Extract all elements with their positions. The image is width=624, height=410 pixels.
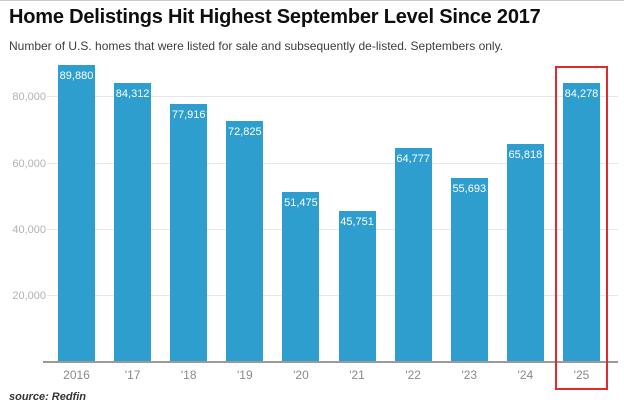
bar-2016: 89,880 xyxy=(58,64,95,362)
bar-value-label: 51,475 xyxy=(284,196,318,209)
chart-subtitle: Number of U.S. homes that were listed fo… xyxy=(9,39,504,53)
gridline-20000 xyxy=(47,294,618,296)
source-note: source: Redfin xyxy=(9,391,87,403)
bar-value-label: 89,880 xyxy=(59,69,94,82)
bar-22: 64,777 xyxy=(394,147,432,362)
x-tick-label-21: '21 xyxy=(349,368,365,382)
bar-23: 55,693 xyxy=(450,177,488,362)
x-tick-label-23: '23 xyxy=(461,368,478,382)
y-tick-label: 60,000 xyxy=(12,157,46,170)
bar-value-label: 55,693 xyxy=(452,182,487,195)
gridline-80000 xyxy=(47,96,618,98)
x-tick-label-24: '24 xyxy=(517,368,534,382)
x-tick-label-20: '20 xyxy=(293,368,309,382)
bar-19: 72,825 xyxy=(226,121,264,362)
gridline-40000 xyxy=(47,228,618,230)
x-tick-label-2016: 2016 xyxy=(63,368,90,382)
x-axis: 2016 '17 '18 '19 '20 '21 '22 '23 '24 '25 xyxy=(58,368,600,382)
bar-value-label: 45,751 xyxy=(340,215,374,228)
bar-value-label: 84,312 xyxy=(115,88,150,101)
x-axis-line xyxy=(43,361,618,363)
bar-18: 77,916 xyxy=(170,104,208,362)
x-tick-label-19: '19 xyxy=(237,368,253,382)
gridlines-layer xyxy=(47,61,618,362)
bar-24: 65,818 xyxy=(506,144,544,362)
bar-value-label: 84,278 xyxy=(564,88,599,101)
x-tick-label-17: '17 xyxy=(124,368,141,382)
y-tick-label: 80,000 xyxy=(12,91,46,104)
x-tick-label-22: '22 xyxy=(405,368,421,382)
bar-value-label: 77,916 xyxy=(171,109,206,122)
x-tick-label-18: '18 xyxy=(180,368,197,382)
bar-value-label: 72,825 xyxy=(228,126,262,139)
bar-value-label: 64,777 xyxy=(396,152,430,165)
bar-20: 51,475 xyxy=(282,191,320,362)
gridline-60000 xyxy=(47,162,618,164)
y-tick-label: 20,000 xyxy=(12,289,46,302)
bar-value-label: 65,818 xyxy=(508,149,543,162)
y-tick-label: 40,000 xyxy=(12,223,46,236)
x-tick-label-25: '25 xyxy=(573,368,590,382)
chart-title: Home Delistings Hit Highest September Le… xyxy=(9,6,541,28)
bar-17: 84,312 xyxy=(114,83,152,362)
plot-area: 89,880 84,312 77,916 72,825 51,475 45,751 64,7… xyxy=(58,61,600,362)
bar-21: 45,751 xyxy=(338,210,376,362)
y-axis: 20,000 40,000 60,000 80,000 xyxy=(0,61,46,362)
bar-25: 84,278 xyxy=(562,83,600,362)
